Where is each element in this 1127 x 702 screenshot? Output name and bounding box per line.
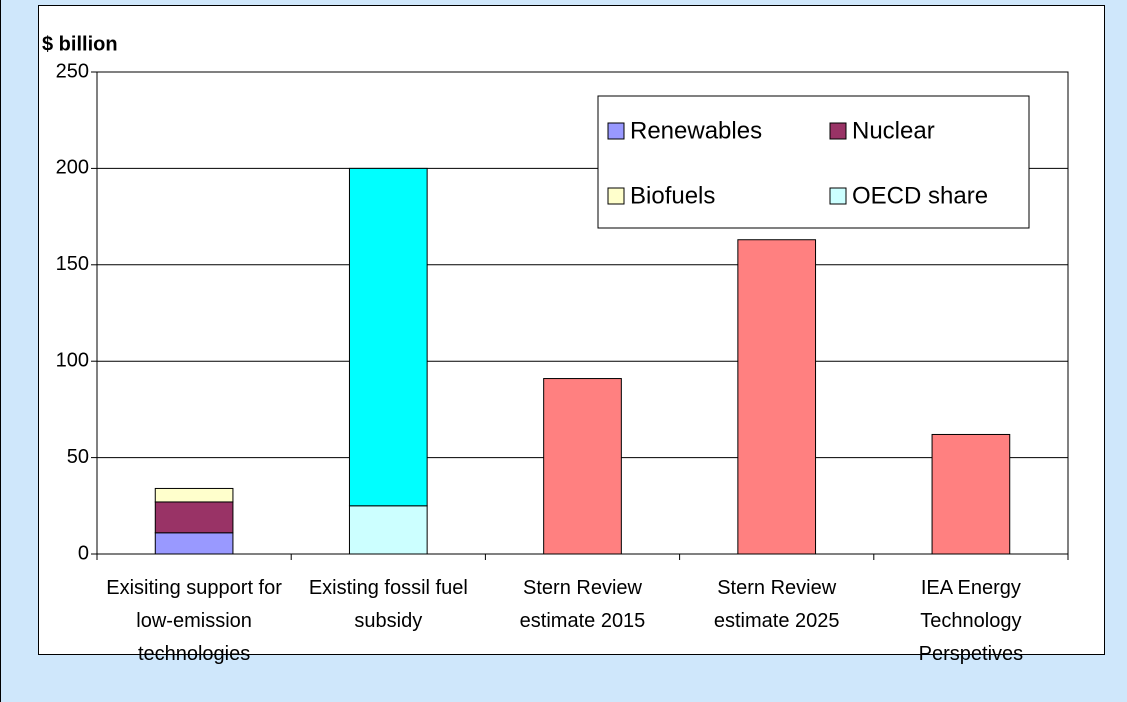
bar-segment (154, 487, 234, 503)
legend-label: OECD share (852, 182, 988, 209)
x-tick-label: Existing fossil fuel subsidy (308, 577, 468, 632)
y-tick-label: 0 (78, 542, 89, 564)
bar-segment (348, 167, 428, 507)
legend-swatch (829, 187, 847, 205)
bar-segment (543, 378, 622, 555)
bar-segment (348, 505, 428, 555)
legend-label: Biofuels (630, 182, 715, 209)
legend-swatch (829, 122, 847, 140)
x-tick-label: Exisiting support for low-emission techn… (106, 577, 282, 665)
bar-segment (931, 433, 1011, 555)
legend-box (597, 95, 1030, 229)
y-axis-title: $ billion (42, 33, 118, 55)
y-tick-label: 150 (56, 253, 89, 275)
x-tick-label: Stern Review estimate 2015 (519, 577, 646, 632)
bar-segment (154, 501, 234, 534)
legend-label: Renewables (630, 117, 762, 144)
y-tick-label: 200 (56, 157, 89, 179)
x-tick-label: IEA Energy Technology Perspetives (918, 577, 1024, 665)
plot-border (96, 71, 1069, 555)
y-tick-label: 50 (67, 446, 89, 468)
legend-swatch (607, 122, 625, 140)
bar-segment (737, 239, 817, 555)
legend-swatch (607, 187, 625, 205)
legend-label: Nuclear (852, 117, 935, 144)
y-tick-label: 250 (56, 60, 89, 82)
y-tick-label: 100 (56, 349, 89, 371)
bar-segment (154, 532, 234, 555)
x-tick-label: Stern Review estimate 2025 (713, 577, 840, 632)
